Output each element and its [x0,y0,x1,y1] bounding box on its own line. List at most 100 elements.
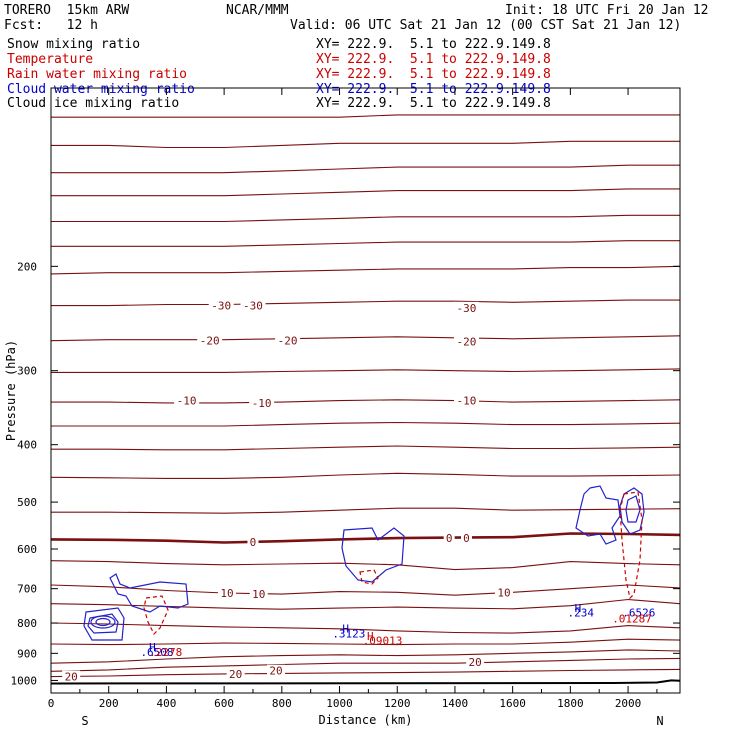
x-tick-label: 1400 [442,697,469,710]
endpoint-label-north: N [656,714,663,728]
temperature-label: -30 [211,300,231,313]
cloud-water-contour [109,573,189,613]
field-xy-temperature: XY= 222.9. 5.1 to 222.9.149.8 [316,52,551,67]
isotherm-line [50,472,681,479]
temperature-label-bg [197,334,223,346]
temperature-label: 0 [463,532,470,545]
temperature-label-bg [453,301,479,313]
maximum-label: .6508 [140,646,173,659]
temperature-label: 20 [469,656,482,669]
cloud-water-contour [90,615,116,629]
forecast-hour: Fcst: 12 h [4,18,98,33]
temperature-label-bg [247,536,259,548]
temperature-label: 10 [252,588,265,601]
x-tick-label: 1800 [557,697,584,710]
isotherm-line [50,265,681,275]
temperature-label: -20 [278,335,298,348]
x-tick-label: 1600 [499,697,526,710]
cloud-water-contour [575,485,621,545]
cloud-water-contour [341,527,405,583]
isotherm-line [51,368,681,373]
cloud-water-contour [625,495,641,523]
temperature-label-bg [443,532,455,544]
field-xy-cloud-ice: XY= 222.9. 5.1 to 222.9.149.8 [316,96,551,111]
maximum-label: .234 [567,607,594,620]
init-time: Init: 18 UTC Fri 20 Jan 12 [505,3,709,18]
temperature-label: -10 [252,397,272,410]
rain-water-contour [619,491,643,600]
temperature-label-bg [275,334,301,346]
isotherm-line [50,649,681,664]
temperature-label-bg [267,664,286,676]
isotherm-line [50,598,681,610]
isotherm-line [51,188,680,197]
temperature-label: -20 [457,336,477,349]
isotherm-line [50,657,681,672]
y-tick-label: 1000 [11,674,38,687]
maximum-label: H [575,602,582,615]
y-tick-label: 200 [17,260,37,273]
temperature-label-bg [174,394,200,406]
temperature-label: -10 [457,395,477,408]
temperature-label-bg [226,667,245,679]
temperature-label: -30 [457,302,477,315]
temperature-label: 20 [65,671,78,684]
y-tick-label: 700 [17,583,37,596]
maximum-label: .01287 [612,612,652,625]
temperature-label: -30 [243,300,263,313]
isotherm-line [51,164,680,174]
x-axis-label: Distance (km) [319,713,413,727]
temperature-label: 20 [269,665,282,678]
x-tick-label: 600 [214,697,234,710]
field-xy-cloud-water: XY= 222.9. 5.1 to 222.9.149.8 [316,82,551,97]
temperature-label-bg [218,587,237,599]
isotherm-line [51,421,681,427]
isotherm-line [50,584,681,596]
maximum-label: .2278 [149,646,182,659]
x-tick-label: 400 [156,697,176,710]
maximum-label: H [342,623,349,636]
cloud-water-contour [95,617,111,627]
x-tick-label: 2000 [615,697,642,710]
temperature-label-bg [249,396,275,408]
temperature-label: 0 [250,536,257,549]
freezing-isotherm [50,532,681,544]
isotherm-line [51,445,681,451]
temperature-label-bg [62,670,81,682]
valid-time: Valid: 06 UTC Sat 21 Jan 12 (00 CST Sat … [290,18,682,33]
isotherm-line [51,507,681,514]
field-label-rain: Rain water mixing ratio [7,67,188,82]
y-tick-label: 300 [17,365,37,378]
terrain-line [50,679,681,685]
temperature-label: -20 [200,335,220,348]
temperature-label-bg [249,587,268,599]
isotherm-line [51,399,681,404]
temperature-label-bg [453,394,479,406]
x-tick-label: 0 [48,697,55,710]
temperature-label-bg [453,335,479,347]
isotherm-line [50,335,681,342]
isotherm-line [50,668,681,678]
temperature-label-bg [466,655,485,667]
y-tick-label: 400 [17,439,37,452]
isotherm-line [50,560,681,571]
rain-water-contour [143,595,169,636]
temperature-label-bg [494,586,513,598]
x-tick-label: 800 [272,697,292,710]
temperature-label: -10 [177,395,197,408]
temperature-label: 10 [220,587,233,600]
temperature-label: 0 [446,532,453,545]
y-tick-label: 500 [17,496,37,509]
field-label-cloud-ice: Cloud ice mixing ratio [7,96,180,111]
rain-water-contour [359,569,379,585]
temperature-label-bg [240,299,266,311]
maximum-label: H [149,641,156,654]
isotherm-line [50,622,681,634]
field-label-cloud-water: Cloud water mixing ratio [7,82,195,97]
maximum-label: .3123 [332,627,365,640]
cloud-water-contour [87,613,119,634]
temperature-label: 10 [497,586,510,599]
field-label-snow: Snow mixing ratio [7,37,141,52]
temperature-label: 20 [229,668,242,681]
